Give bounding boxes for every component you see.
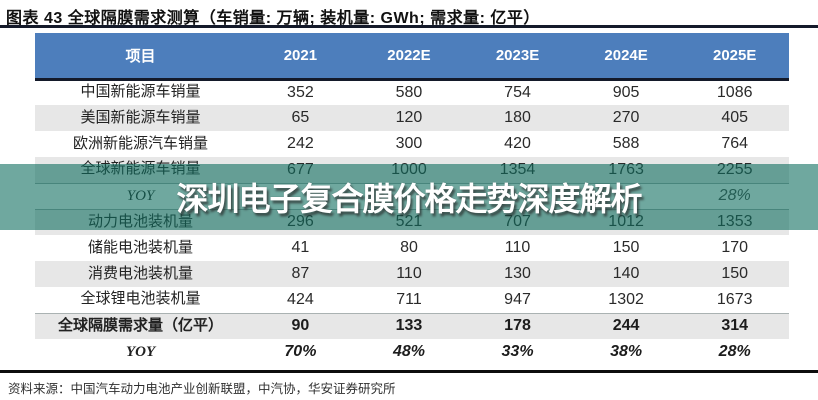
cell-value: 580 bbox=[395, 83, 423, 101]
cell-value: 420 bbox=[504, 135, 531, 152]
cell-value: 405 bbox=[721, 109, 749, 126]
cell-value: 270 bbox=[612, 109, 640, 126]
cell-value: 33% bbox=[501, 343, 534, 360]
table-row-total: 全球隔膜需求量（亿平） 90 133 178 244 314 bbox=[35, 312, 789, 339]
cell-value: 947 bbox=[504, 290, 531, 308]
cell-value: 130 bbox=[504, 265, 531, 282]
cell-value: 120 bbox=[395, 109, 423, 126]
cell-value: 711 bbox=[396, 290, 422, 308]
cell-value: 242 bbox=[287, 135, 314, 152]
figure-title: 图表 43 全球隔膜需求测算（车销量: 万辆; 装机量: GWh; 需求量: 亿… bbox=[6, 10, 540, 27]
cell-value: 140 bbox=[612, 265, 640, 282]
table-row: 中国新能源车销量 352 580 754 905 1086 bbox=[35, 79, 789, 105]
cell-value: 90 bbox=[246, 312, 355, 339]
row-label: YOY bbox=[125, 343, 156, 360]
cell-value: 133 bbox=[354, 312, 464, 339]
cell-value: 754 bbox=[504, 83, 531, 101]
row-label: 全球隔膜需求量（亿平） bbox=[35, 312, 247, 339]
top-divider-rule bbox=[0, 25, 818, 28]
table-row: 消费电池装机量 87 110 130 140 150 bbox=[35, 261, 789, 287]
cell-value: 424 bbox=[287, 290, 314, 308]
demand-forecast-table: 项目 2021 2022E 2023E 2024E 2025E 中国新能源车销量… bbox=[35, 33, 789, 365]
cell-value: 28% bbox=[718, 343, 751, 360]
header-cell-2024e: 2024E bbox=[571, 33, 681, 81]
data-source-note: 资料来源：中国汽车动力电池产业创新联盟，中汽协，华安证券研究所 bbox=[8, 382, 396, 396]
cell-value: 1086 bbox=[716, 83, 753, 101]
row-label: 欧洲新能源汽车销量 bbox=[73, 135, 209, 152]
cell-value: 314 bbox=[680, 312, 789, 339]
cell-value: 300 bbox=[395, 135, 423, 152]
header-row: 项目 2021 2022E 2023E 2024E 2025E bbox=[35, 33, 789, 81]
cell-value: 244 bbox=[571, 312, 681, 339]
row-label: 储能电池装机量 bbox=[88, 239, 194, 256]
cell-value: 764 bbox=[721, 135, 749, 152]
header-cell-item: 项目 bbox=[35, 33, 247, 81]
cell-value: 80 bbox=[400, 239, 418, 256]
table-row: 全球锂电池装机量 424 711 947 1302 1673 bbox=[35, 287, 789, 313]
table-row: 储能电池装机量 41 80 110 150 170 bbox=[35, 235, 789, 261]
cell-value: 48% bbox=[392, 343, 425, 360]
bottom-divider-rule bbox=[0, 370, 818, 373]
cell-value: 38% bbox=[610, 343, 643, 360]
cell-value: 905 bbox=[612, 83, 640, 101]
row-label: 美国新能源车销量 bbox=[80, 109, 201, 126]
table-header: 项目 2021 2022E 2023E 2024E 2025E bbox=[35, 33, 789, 81]
cell-value: 110 bbox=[504, 239, 531, 256]
table-row: 美国新能源车销量 65 120 180 270 405 bbox=[35, 105, 789, 131]
table-row-yoy: YOY 70% 48% 33% 38% 28% bbox=[35, 339, 789, 365]
header-cell-2021: 2021 bbox=[246, 33, 355, 81]
cell-value: 41 bbox=[291, 239, 310, 256]
cell-value: 110 bbox=[396, 265, 422, 282]
cell-value: 170 bbox=[721, 239, 749, 256]
watermark-text: 深圳电子复合膜价格走势深度解析 bbox=[176, 181, 642, 217]
header-cell-2025e: 2025E bbox=[680, 33, 789, 81]
cell-value: 87 bbox=[291, 265, 310, 282]
row-label: 全球锂电池装机量 bbox=[80, 291, 201, 308]
table-row: 欧洲新能源汽车销量 242 300 420 588 764 bbox=[35, 131, 789, 157]
cell-value: 65 bbox=[291, 109, 310, 126]
header-cell-2023e: 2023E bbox=[463, 33, 572, 81]
cell-value: 150 bbox=[721, 265, 749, 282]
cell-value: 1673 bbox=[716, 290, 753, 308]
row-label: 中国新能源车销量 bbox=[80, 84, 201, 101]
cell-value: 70% bbox=[284, 343, 317, 360]
cell-value: 588 bbox=[612, 135, 640, 152]
row-label: 消费电池装机量 bbox=[88, 265, 194, 282]
cell-value: 180 bbox=[504, 109, 531, 126]
cell-value: 150 bbox=[612, 239, 640, 256]
cell-value: 1302 bbox=[608, 290, 644, 308]
header-cell-2022e: 2022E bbox=[354, 33, 464, 81]
cell-value: 352 bbox=[287, 83, 314, 101]
watermark-banner: 深圳电子复合膜价格走势深度解析 bbox=[0, 164, 818, 230]
cell-value: 178 bbox=[463, 312, 572, 339]
